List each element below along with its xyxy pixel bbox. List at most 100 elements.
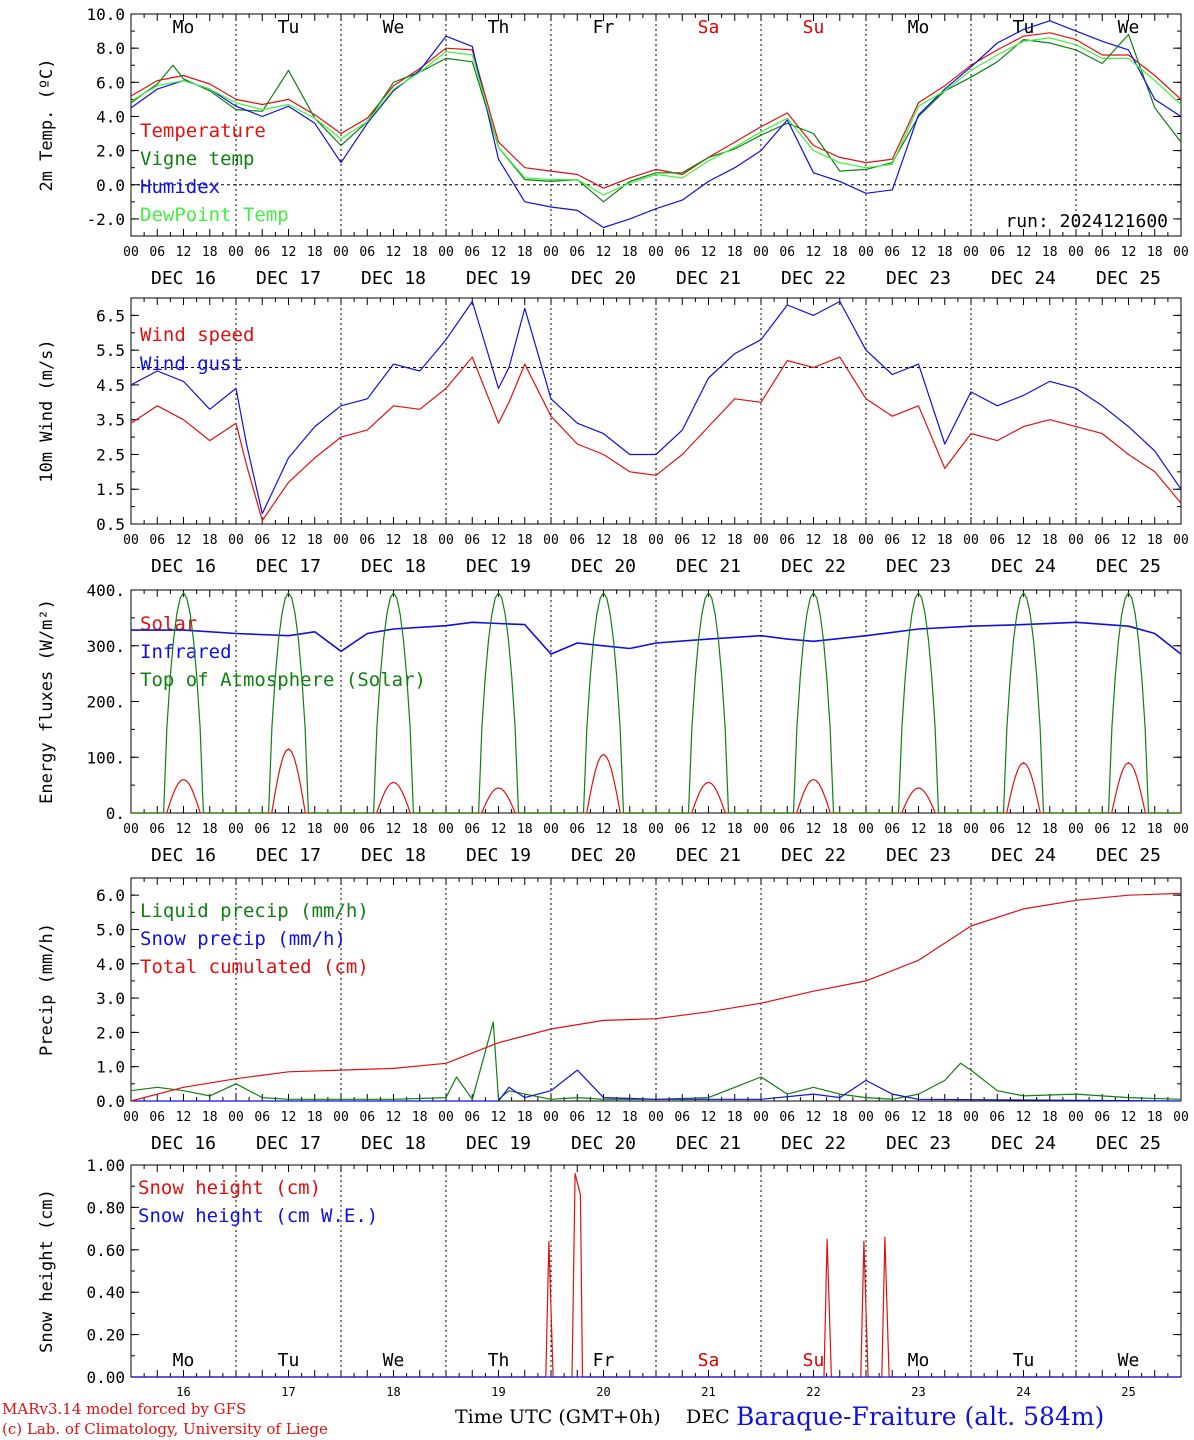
hour-tick-label: 00: [648, 245, 664, 260]
date-label: DEC 25: [1096, 268, 1161, 289]
date-label: DEC 25: [1096, 556, 1161, 577]
y-tick-label: 1.00: [86, 1156, 125, 1175]
y-tick-label: 1.5: [96, 480, 125, 499]
hour-tick-label: 18: [622, 533, 638, 548]
y-tick-label: 300.: [86, 637, 125, 656]
day-number-label: 19: [491, 1385, 505, 1399]
hour-tick-label: 06: [884, 822, 900, 837]
y-tick-label: 0.5: [96, 515, 125, 534]
weekday-label: We: [1118, 17, 1140, 38]
hour-tick-label: 06: [149, 1110, 165, 1125]
hour-tick-label: 06: [674, 822, 690, 837]
series-line-snow-precip-mm-h-: [131, 1069, 1182, 1102]
hour-tick-label: 06: [149, 533, 165, 548]
hour-tick-label: 06: [569, 822, 585, 837]
hour-tick-label: 06: [359, 245, 375, 260]
date-label: DEC 16: [151, 556, 216, 577]
day-number-label: 25: [1121, 1385, 1135, 1399]
hour-tick-label: 06: [359, 1110, 375, 1125]
hour-tick-label: 12: [281, 1110, 297, 1125]
hour-tick-label: 18: [937, 1110, 953, 1125]
hour-tick-label: 18: [1042, 822, 1058, 837]
hour-tick-label: 00: [963, 533, 979, 548]
hour-tick-label: 18: [1042, 533, 1058, 548]
hour-tick-label: 06: [1094, 1110, 1110, 1125]
weekday-label: Sa: [698, 17, 720, 38]
legend-entry: Temperature: [140, 120, 266, 142]
hour-tick-label: 12: [596, 822, 612, 837]
y-tick-label: 2.0: [96, 1023, 125, 1042]
hour-tick-label: 18: [622, 822, 638, 837]
hour-tick-label: 18: [727, 822, 743, 837]
day-number-label: 23: [911, 1385, 925, 1399]
day-number-label: 16: [176, 1385, 190, 1399]
hour-tick-label: 06: [1094, 245, 1110, 260]
hour-tick-label: 00: [1173, 533, 1189, 548]
hour-tick-label: 06: [779, 822, 795, 837]
hour-tick-label: 12: [176, 245, 192, 260]
hour-tick-label: 18: [1042, 1110, 1058, 1125]
hour-tick-label: 06: [464, 533, 480, 548]
date-label: DEC 23: [886, 556, 951, 577]
weekday-label: Su: [803, 17, 825, 38]
hour-tick-label: 06: [989, 1110, 1005, 1125]
hour-tick-label: 12: [281, 822, 297, 837]
hour-tick-label: 12: [491, 533, 507, 548]
legend-entry: Snow height (cm W.E.): [138, 1205, 378, 1227]
day-number-label: 24: [1016, 1385, 1030, 1399]
date-label: DEC 22: [781, 556, 846, 577]
series-line-snow-height-cm-: [131, 1172, 1181, 1378]
series-line-infrared: [131, 621, 1182, 655]
weekday-label: Tu: [1013, 1350, 1035, 1371]
day-number-label: 21: [701, 1385, 715, 1399]
hour-tick-label: 12: [176, 533, 192, 548]
series-line-total-cumulated-cm-: [130, 892, 1182, 1102]
hour-tick-label: 06: [674, 245, 690, 260]
y-tick-label: 2.5: [96, 445, 125, 464]
hour-tick-label: 06: [569, 533, 585, 548]
hour-tick-label: 18: [1147, 245, 1163, 260]
legend-entry: Snow height (cm): [138, 1177, 321, 1199]
day-number-label: 17: [281, 1385, 295, 1399]
hour-tick-label: 12: [386, 245, 402, 260]
hour-tick-label: 18: [727, 533, 743, 548]
hour-tick-label: 00: [543, 822, 559, 837]
date-label: DEC 24: [991, 845, 1056, 866]
day-number-label: 22: [806, 1385, 820, 1399]
date-label: DEC 16: [151, 268, 216, 289]
hour-tick-label: 18: [832, 245, 848, 260]
hour-tick-label: 18: [412, 822, 428, 837]
hour-tick-label: 18: [937, 822, 953, 837]
series-line-wind-gust: [130, 300, 1182, 515]
y-tick-label: 3.5: [96, 411, 125, 430]
hour-tick-label: 06: [779, 533, 795, 548]
hour-tick-label: 12: [701, 533, 717, 548]
hour-tick-label: 00: [963, 1110, 979, 1125]
date-label: DEC 23: [886, 268, 951, 289]
hour-tick-label: 00: [753, 245, 769, 260]
hour-tick-label: 12: [701, 1110, 717, 1125]
hour-tick-label: 00: [438, 822, 454, 837]
day-number-label: 20: [596, 1385, 610, 1399]
weekday-label: Th: [488, 17, 510, 38]
hour-tick-label: 06: [464, 1110, 480, 1125]
date-label: DEC 21: [676, 556, 741, 577]
hour-tick-label: 12: [1016, 822, 1032, 837]
hour-tick-label: 06: [779, 1110, 795, 1125]
hour-tick-label: 18: [517, 1110, 533, 1125]
legend-entry: Snow precip (mm/h): [140, 928, 346, 950]
hour-tick-label: 18: [202, 822, 218, 837]
date-label: DEC 19: [466, 845, 531, 866]
date-label: DEC 22: [781, 1133, 846, 1154]
date-label: DEC 22: [781, 845, 846, 866]
hour-tick-label: 00: [753, 1110, 769, 1125]
hour-tick-label: 06: [464, 822, 480, 837]
hour-tick-label: 12: [386, 822, 402, 837]
hour-tick-label: 00: [1173, 245, 1189, 260]
hour-tick-label: 18: [832, 1110, 848, 1125]
hour-tick-label: 12: [1121, 245, 1137, 260]
hour-tick-label: 12: [176, 1110, 192, 1125]
date-label: DEC 20: [571, 268, 636, 289]
y-tick-label: 200.: [86, 693, 125, 712]
hour-tick-label: 18: [412, 533, 428, 548]
